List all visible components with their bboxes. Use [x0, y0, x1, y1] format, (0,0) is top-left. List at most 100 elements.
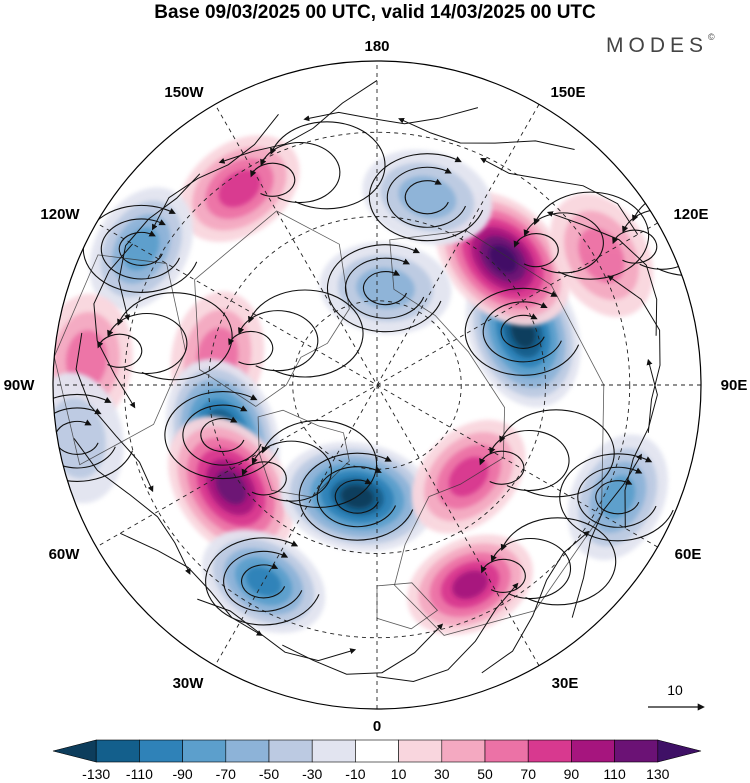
coastline	[194, 210, 350, 407]
streamline	[205, 537, 320, 626]
streamline	[82, 204, 198, 293]
anomaly-center	[319, 241, 452, 335]
streamline	[75, 332, 154, 493]
streamline	[559, 453, 674, 542]
streamline	[151, 113, 279, 231]
colorbar-tick-label: 110	[603, 766, 626, 782]
colorbar-swatch	[52, 739, 97, 763]
longitude-labels: 180 150E 120E 90E 60E 30E 0 30W 60W 90W …	[4, 38, 748, 735]
coastline	[376, 582, 439, 630]
colorbar-tick-label: 50	[477, 766, 493, 782]
colorbar-tick-label: -90	[172, 766, 192, 782]
streamline	[607, 275, 661, 433]
colorbar-swatch	[355, 739, 399, 763]
lon-label-0: 0	[373, 718, 381, 735]
lon-label-30e: 30E	[552, 675, 579, 692]
colorbar-tick-label: -50	[259, 766, 279, 782]
lon-label-150w: 150W	[164, 84, 204, 101]
streamline	[489, 429, 570, 492]
streamline	[282, 623, 444, 675]
colorbar-swatch	[398, 739, 443, 763]
streamline	[118, 173, 201, 321]
streamline	[316, 466, 397, 528]
streamline	[500, 313, 545, 349]
streamline	[73, 438, 191, 575]
anomaly-center	[411, 419, 526, 534]
streamline	[577, 466, 657, 528]
streamline	[261, 419, 378, 508]
map-title: Base 09/03/2025 00 UTC, valid 14/03/2025…	[154, 2, 596, 23]
meridian-line	[214, 104, 540, 666]
streamline	[241, 562, 286, 599]
colorbar-tick-label: 30	[434, 766, 450, 782]
lon-label-120e: 120E	[673, 206, 708, 223]
colorbar-swatch	[614, 739, 659, 763]
colorbar-swatch	[268, 739, 313, 763]
colorbar-swatch	[95, 739, 140, 763]
streamline	[398, 117, 575, 150]
streamline	[482, 301, 562, 363]
streamline	[119, 532, 263, 636]
streamline	[251, 440, 332, 502]
streamline	[363, 269, 408, 306]
colorbar-tick-label: -10	[345, 766, 365, 782]
lon-label-120w: 120W	[40, 206, 80, 223]
coastline	[389, 230, 605, 636]
latitude-circle	[208, 216, 546, 554]
colorbar-tick-label: 130	[646, 766, 670, 782]
lon-label-60w: 60W	[49, 546, 81, 563]
colorbar-swatch	[527, 739, 572, 763]
anomaly-center	[179, 135, 300, 243]
colorbar-tick-label: -110	[126, 766, 153, 782]
streamline	[490, 538, 572, 600]
streamline	[480, 157, 639, 235]
streamline	[404, 178, 449, 215]
colorbar-swatch	[139, 739, 183, 763]
colorbar-swatch	[571, 739, 615, 763]
colorbar-tick-label: -70	[216, 766, 236, 782]
streamline	[53, 407, 116, 469]
streamline	[523, 212, 604, 274]
streamline	[376, 582, 519, 683]
streamline	[197, 598, 357, 662]
streamline	[238, 310, 319, 372]
streamline	[481, 530, 590, 674]
latitude-circle	[292, 300, 462, 470]
colorbar-tick-label: -30	[302, 766, 322, 782]
streamline	[546, 211, 658, 336]
colorbar-swatch	[441, 739, 486, 763]
streamline	[595, 478, 640, 515]
streamline	[533, 191, 650, 280]
streamline	[344, 257, 425, 319]
colorbar-swatch	[484, 739, 529, 763]
colorbar: -130 -110 -90 -70 -50 -30 -10 10 30 50 70 90 110 130	[52, 739, 702, 782]
colorbar-swatch	[311, 739, 356, 763]
wind-streamlines	[53, 79, 701, 683]
streamline	[326, 244, 442, 333]
lon-label-60e: 60E	[675, 546, 702, 563]
anomaly-center	[89, 187, 194, 311]
colorbar-swatch	[182, 739, 227, 763]
streamline	[270, 121, 386, 210]
streamline	[182, 404, 262, 466]
streamline	[223, 550, 303, 612]
lon-label-150e: 150E	[550, 84, 585, 101]
vector-scale-key: 10	[648, 682, 705, 711]
map-background	[53, 61, 701, 709]
streamline	[260, 142, 341, 204]
colorbar-tick-label: 90	[564, 766, 580, 782]
vector-scale-label: 10	[667, 682, 683, 698]
streamline	[334, 478, 379, 514]
streamline	[248, 289, 364, 378]
streamline	[298, 452, 414, 541]
streamline	[117, 292, 233, 381]
brand-name: MODES	[606, 34, 709, 57]
lon-label-90w: 90W	[4, 377, 36, 394]
colorbar-tick-label: 10	[391, 766, 407, 782]
latitude-circle	[123, 131, 631, 639]
streamline	[218, 79, 378, 164]
streamline	[93, 243, 136, 409]
streamline	[368, 153, 484, 242]
lon-label-30w: 30W	[173, 675, 205, 692]
copyright-mark: ©	[708, 32, 715, 42]
